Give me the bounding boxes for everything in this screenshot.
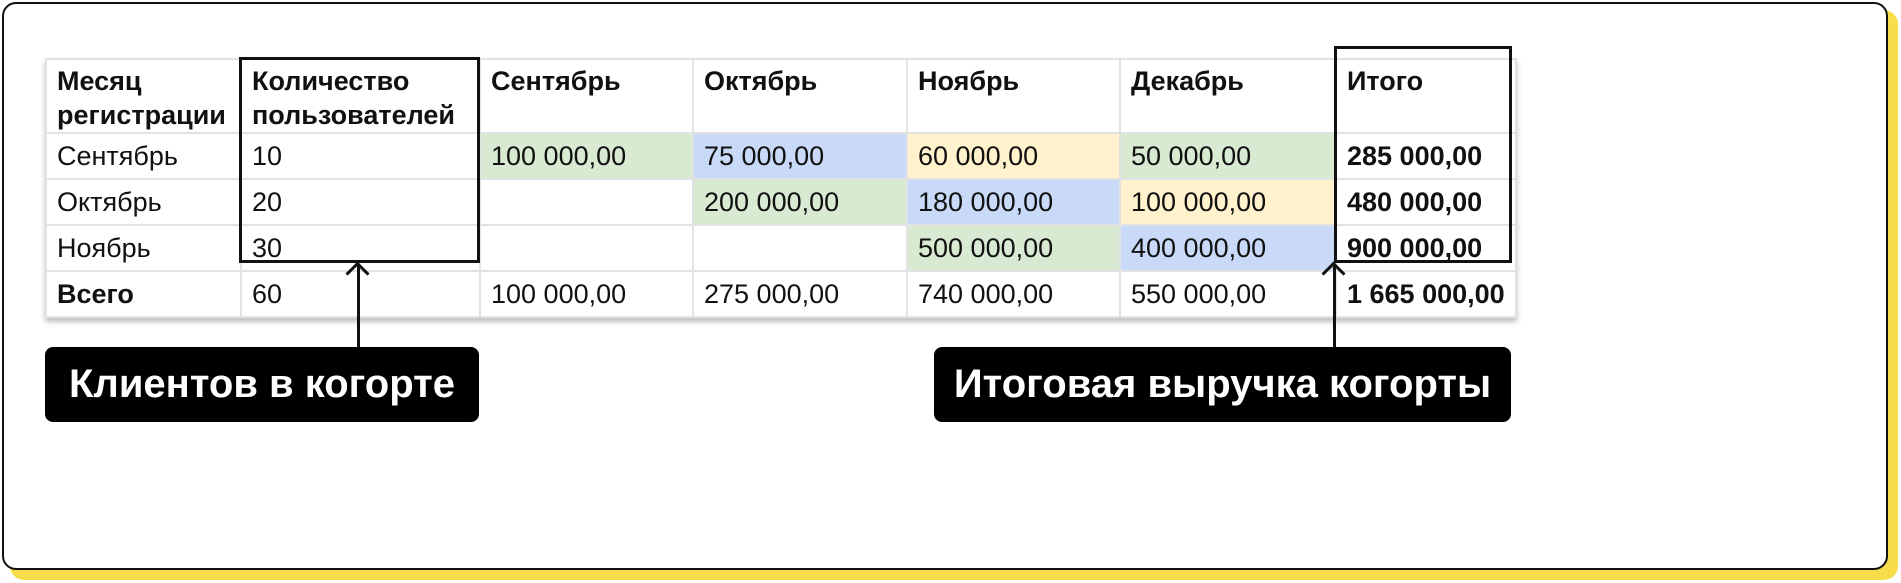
revenue-cell: 200 000,00 xyxy=(692,178,908,226)
revenue-cell: 75 000,00 xyxy=(692,132,908,180)
total-column-highlight xyxy=(1334,46,1512,263)
revenue-cell: 60 000,00 xyxy=(906,132,1121,180)
table-row: Сентябрь 10 100 000,00 75 000,00 60 000,… xyxy=(45,132,1517,180)
revenue-cell: 500 000,00 xyxy=(906,224,1121,272)
month-cell: Сентябрь xyxy=(45,132,242,180)
header-cell: Ноябрь xyxy=(906,58,1121,134)
revenue-cell xyxy=(479,178,694,226)
header-cell: Октябрь xyxy=(692,58,908,134)
month-cell: Октябрь xyxy=(45,178,242,226)
revenue-cell xyxy=(479,224,694,272)
revenue-cell: 100 000,00 xyxy=(479,132,694,180)
revenue-cell: 100 000,00 xyxy=(1119,178,1337,226)
arrow-up-icon xyxy=(1333,264,1336,348)
header-cell: Месяц регистрации xyxy=(45,58,242,134)
grand-total-cell: 1 665 000,00 xyxy=(1335,270,1517,318)
total-cell: 900 000,00 xyxy=(1335,224,1517,272)
annotation-cohort-revenue: Итоговая выручка когорты xyxy=(934,347,1511,422)
table-row: Октябрь 20 200 000,00 180 000,00 100 000… xyxy=(45,178,1517,226)
footer-label: Всего xyxy=(45,270,242,318)
users-cell: 10 xyxy=(240,132,481,180)
header-cell: Количество пользователей xyxy=(240,58,481,134)
cohort-table: Месяц регистрации Количество пользовател… xyxy=(45,58,1517,318)
revenue-cell: 275 000,00 xyxy=(692,270,908,318)
revenue-cell: 400 000,00 xyxy=(1119,224,1337,272)
header-row: Месяц регистрации Количество пользовател… xyxy=(45,58,1517,134)
header-cell: Итого xyxy=(1335,58,1517,134)
revenue-cell: 100 000,00 xyxy=(479,270,694,318)
revenue-cell: 180 000,00 xyxy=(906,178,1121,226)
month-cell: Ноябрь xyxy=(45,224,242,272)
revenue-cell xyxy=(692,224,908,272)
revenue-cell: 550 000,00 xyxy=(1119,270,1337,318)
arrow-up-icon xyxy=(357,264,360,348)
total-cell: 285 000,00 xyxy=(1335,132,1517,180)
revenue-cell: 740 000,00 xyxy=(906,270,1121,318)
total-cell: 480 000,00 xyxy=(1335,178,1517,226)
users-column-highlight xyxy=(239,57,480,263)
revenue-cell: 50 000,00 xyxy=(1119,132,1337,180)
users-cell: 20 xyxy=(240,178,481,226)
header-cell: Декабрь xyxy=(1119,58,1337,134)
footer-row: Всего 60 100 000,00 275 000,00 740 000,0… xyxy=(45,270,1517,318)
annotation-cohort-clients: Клиентов в когорте xyxy=(45,347,479,422)
header-cell: Сентябрь xyxy=(479,58,694,134)
